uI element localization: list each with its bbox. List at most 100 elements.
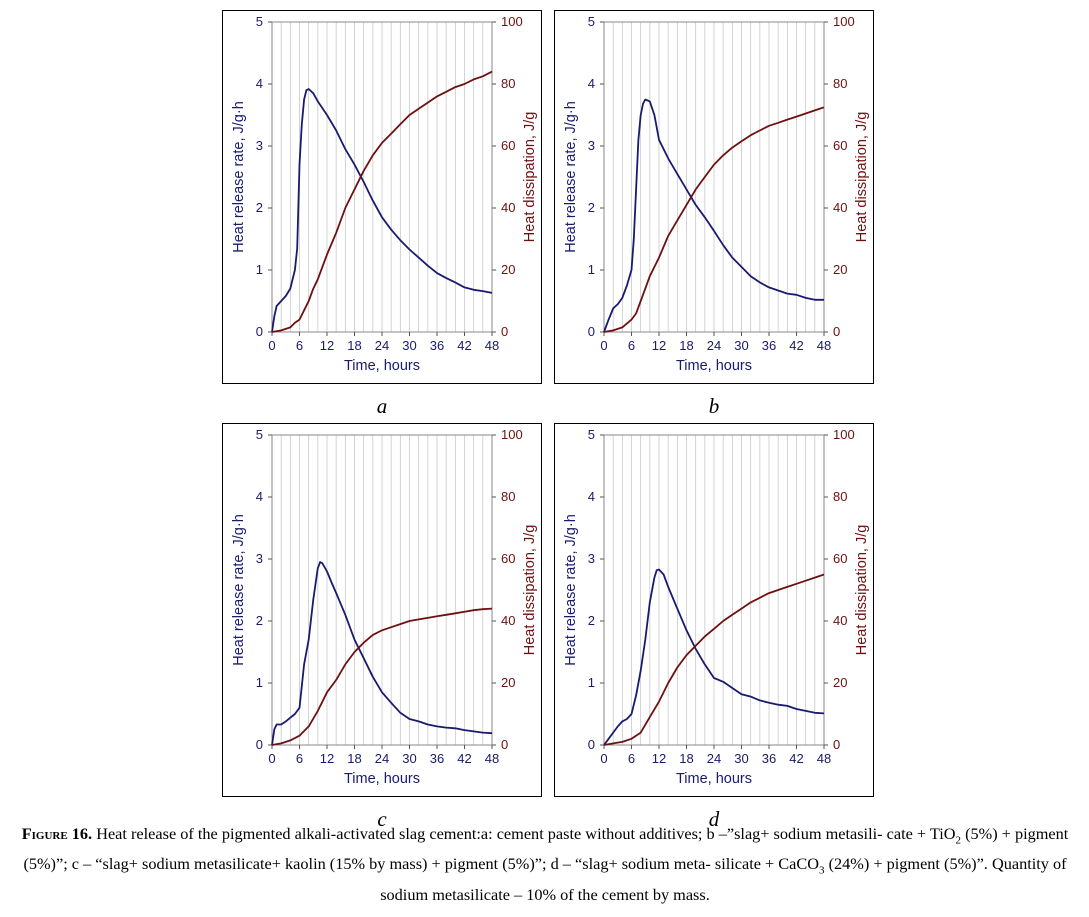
x-tick-label: 36 xyxy=(762,751,776,766)
x-tick-label: 0 xyxy=(268,338,275,353)
series-line-heat-dissipation xyxy=(603,106,825,333)
series-line-heat-release-rate xyxy=(271,561,493,746)
x-tick-label: 12 xyxy=(320,338,334,353)
caption-text-2: (5%) + pigment (5%)”; c – “slag+ sodium … xyxy=(23,824,1069,874)
y-left-tick-label: 1 xyxy=(256,675,263,690)
y-left-tick-label: 1 xyxy=(256,262,263,277)
y-right-tick-label: 60 xyxy=(501,138,515,153)
x-tick-label: 24 xyxy=(375,751,389,766)
y-right-tick-label: 40 xyxy=(833,200,847,215)
y-right-tick-label: 80 xyxy=(501,489,515,504)
caption-sub-3: 3 xyxy=(819,864,825,877)
y-right-axis-title: Heat dissipation, J/g xyxy=(854,112,870,243)
y-right-tick-label: 0 xyxy=(833,324,840,339)
x-tick-label: 48 xyxy=(817,751,831,766)
panel-label-a: a xyxy=(376,394,388,418)
y-left-tick-label: 1 xyxy=(588,262,595,277)
x-tick-label: 30 xyxy=(402,751,416,766)
y-left-tick-label: 2 xyxy=(588,613,595,628)
x-tick-label: 18 xyxy=(347,751,361,766)
y-right-tick-label: 20 xyxy=(501,675,515,690)
panel-label-c: c xyxy=(377,807,387,831)
y-right-tick-label: 20 xyxy=(833,675,847,690)
y-right-tick-label: 0 xyxy=(501,737,508,752)
x-axis-title: Time, hours xyxy=(676,771,752,787)
caption-text-3: (24%) + pigment (5%)”. Quantity of sodiu… xyxy=(380,854,1067,904)
x-tick-label: 0 xyxy=(600,338,607,353)
x-tick-label: 48 xyxy=(817,338,831,353)
x-tick-label: 18 xyxy=(679,751,693,766)
y-right-axis-title: Heat dissipation, J/g xyxy=(854,525,870,656)
y-left-axis-title: Heat release rate, J/g·h xyxy=(231,514,247,666)
x-tick-label: 18 xyxy=(347,338,361,353)
figure-label: Figure 16. xyxy=(21,824,93,843)
y-right-tick-label: 100 xyxy=(833,427,855,442)
x-axis-title: Time, hours xyxy=(344,358,420,374)
y-left-tick-label: 3 xyxy=(588,551,595,566)
y-left-tick-label: 3 xyxy=(588,138,595,153)
y-left-tick-label: 4 xyxy=(588,76,595,91)
y-right-tick-label: 60 xyxy=(833,138,847,153)
figure-caption: Figure 16. Heat release of the pigmented… xyxy=(12,822,1078,907)
x-tick-label: 30 xyxy=(734,751,748,766)
x-tick-label: 30 xyxy=(402,338,416,353)
y-left-tick-label: 4 xyxy=(588,489,595,504)
y-right-axis-title: Heat dissipation, J/g xyxy=(522,525,538,656)
x-tick-label: 36 xyxy=(430,751,444,766)
x-tick-label: 18 xyxy=(679,338,693,353)
y-right-tick-label: 60 xyxy=(833,551,847,566)
y-left-axis-title: Heat release rate, J/g·h xyxy=(563,514,579,666)
panel-label-b: b xyxy=(708,394,720,418)
y-right-tick-label: 60 xyxy=(501,551,515,566)
y-right-tick-label: 40 xyxy=(501,200,515,215)
y-left-tick-label: 2 xyxy=(588,200,595,215)
x-tick-label: 12 xyxy=(320,751,334,766)
y-right-tick-label: 20 xyxy=(501,262,515,277)
y-left-tick-label: 0 xyxy=(588,324,595,339)
y-right-tick-label: 100 xyxy=(501,14,523,29)
x-tick-label: 30 xyxy=(734,338,748,353)
x-tick-label: 6 xyxy=(296,751,303,766)
x-tick-label: 24 xyxy=(707,338,721,353)
x-axis-title: Time, hours xyxy=(676,358,752,374)
x-tick-label: 42 xyxy=(457,338,471,353)
y-left-tick-label: 3 xyxy=(256,138,263,153)
series-line-heat-dissipation xyxy=(271,607,493,746)
y-left-tick-label: 5 xyxy=(256,14,263,29)
series-line-heat-dissipation xyxy=(603,573,825,746)
caption-sub-2: 2 xyxy=(955,834,962,847)
y-right-tick-label: 0 xyxy=(833,737,840,752)
x-tick-label: 0 xyxy=(600,751,607,766)
y-left-tick-label: 5 xyxy=(588,14,595,29)
y-left-tick-label: 5 xyxy=(256,427,263,442)
y-right-tick-label: 0 xyxy=(501,324,508,339)
series-line-heat-release-rate xyxy=(603,98,824,333)
x-tick-label: 48 xyxy=(485,338,499,353)
y-left-axis-title: Heat release rate, J/g·h xyxy=(231,101,247,253)
y-left-tick-label: 4 xyxy=(256,489,263,504)
y-left-tick-label: 3 xyxy=(256,551,263,566)
x-tick-label: 36 xyxy=(762,338,776,353)
x-tick-label: 6 xyxy=(628,751,635,766)
chart-panel-b: 0 1 2 3 4 5 0 20 40 60 80 100 0 6 12 18 24 30 36 42 48 Time, … xyxy=(554,10,874,418)
y-right-tick-label: 20 xyxy=(833,262,847,277)
x-tick-label: 6 xyxy=(628,338,635,353)
series-line-heat-dissipation xyxy=(271,70,493,333)
y-left-tick-label: 0 xyxy=(256,324,263,339)
x-tick-label: 12 xyxy=(652,751,666,766)
y-right-tick-label: 80 xyxy=(501,76,515,91)
y-right-tick-label: 80 xyxy=(833,76,847,91)
y-right-tick-label: 80 xyxy=(833,489,847,504)
caption-text-1: Heat release of the pigmented alkali-act… xyxy=(92,824,956,843)
x-tick-label: 6 xyxy=(296,338,303,353)
x-tick-label: 24 xyxy=(707,751,721,766)
chart-panel-c: 0 1 2 3 4 5 0 20 40 60 80 100 0 6 12 18 24 30 36 42 48 Time, … xyxy=(222,423,542,831)
y-left-tick-label: 4 xyxy=(256,76,263,91)
x-tick-label: 42 xyxy=(789,338,803,353)
chart-panel-a: 0 1 2 3 4 5 0 20 40 60 80 100 0 6 12 18 24 30 36 42 48 Time, … xyxy=(222,10,542,418)
y-left-tick-label: 0 xyxy=(256,737,263,752)
x-axis-title: Time, hours xyxy=(344,771,420,787)
